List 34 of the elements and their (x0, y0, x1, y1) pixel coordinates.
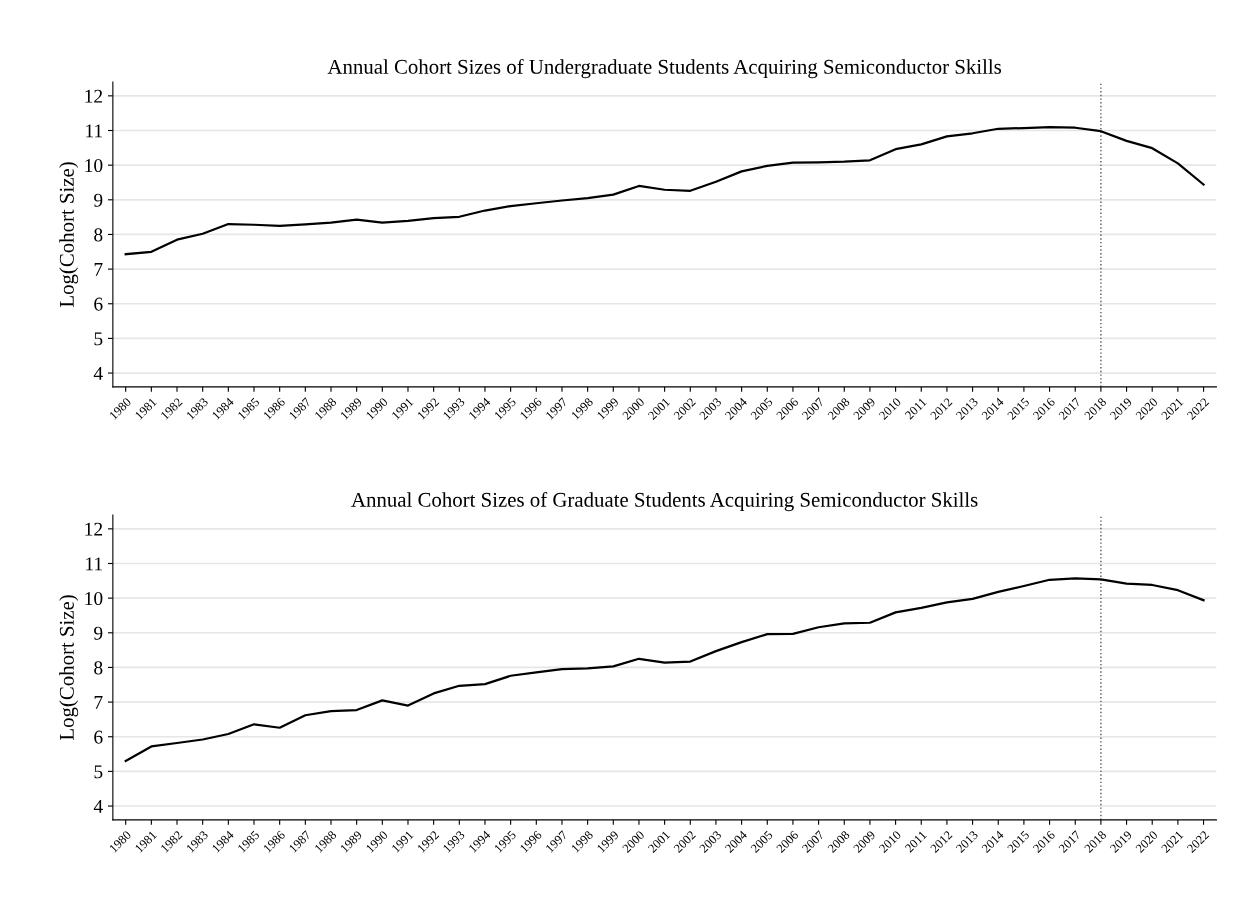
y-tick-label: 12 (85, 89, 103, 103)
x-tick-label: 1981 (134, 830, 158, 853)
y-tick-label: 10 (85, 591, 103, 606)
chart-title: Annual Cohort Sizes of Undergraduate Students Acquiring Semiconductor Skills (327, 58, 1002, 79)
chart-title: Annual Cohort Sizes of Graduate Students Acquiring Semiconductor Skills (351, 491, 978, 512)
x-tick-label: 2021 (1160, 830, 1184, 854)
x-tick-label: 1981 (134, 397, 158, 420)
x-tick-label: 2011 (904, 830, 927, 853)
y-tick-label: 4 (93, 367, 103, 380)
y-axis-title: Log(Cohort Size) (59, 162, 79, 308)
line-series (124, 125, 1205, 256)
line-series (124, 577, 1205, 763)
x-tick-label: 1991 (391, 830, 414, 853)
y-tick-label: 8 (94, 228, 103, 242)
y-axis-title: Log(Cohort Size) (59, 595, 79, 741)
y-tick-label: 6 (94, 730, 103, 744)
y-tick-label: 11 (86, 124, 102, 138)
y-tick-label: 9 (94, 626, 103, 640)
x-tick-label: 1991 (391, 397, 414, 420)
y-tick-label: 6 (94, 297, 103, 311)
y-tick-label: 4 (93, 799, 103, 813)
y-tick-label: 5 (94, 765, 103, 779)
y-tick-label: 5 (94, 332, 103, 346)
y-tick-label: 7 (94, 696, 103, 709)
x-tick-label: 2001 (647, 397, 671, 421)
y-tick-label: 11 (86, 557, 102, 571)
x-tick-label: 2011 (904, 397, 927, 420)
y-tick-label: 8 (94, 661, 103, 675)
x-tick-label: 2001 (647, 830, 671, 854)
x-tick-label: 2021 (1160, 397, 1184, 421)
y-tick-label: 9 (94, 193, 103, 207)
y-tick-label: 10 (85, 158, 103, 173)
y-tick-label: 7 (94, 263, 103, 276)
y-tick-label: 12 (85, 522, 103, 536)
